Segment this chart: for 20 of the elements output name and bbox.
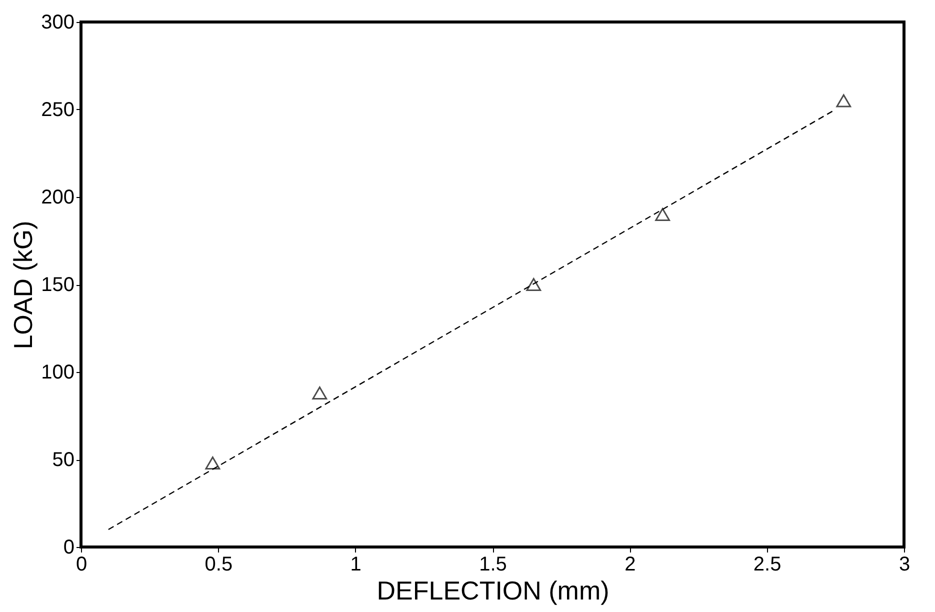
point [655, 208, 670, 222]
x-tick-label: 0.5 [204, 554, 233, 576]
y-tick-label: 0 [63, 536, 74, 558]
x-tick-label: 2 [624, 554, 636, 576]
y-tick-label: 150 [41, 274, 74, 296]
y-tick-label: 300 [41, 12, 74, 34]
y-tick-label: 100 [41, 362, 74, 384]
y-tick-label: 50 [52, 449, 74, 471]
point [526, 278, 542, 292]
x-tick-label: 2.5 [753, 554, 782, 576]
x-tick-label: 1.5 [479, 554, 507, 576]
point [205, 456, 220, 470]
y-tick-label: 200 [41, 186, 74, 208]
y-axis-title: LOAD (kG) [8, 220, 38, 350]
point [836, 94, 852, 108]
x-tick-label: 3 [898, 554, 910, 576]
x-axis-title: DEFLECTION (mm) [376, 576, 610, 606]
point [312, 386, 328, 400]
y-tick-label: 250 [41, 99, 74, 121]
x-tick-label: 1 [350, 554, 362, 576]
